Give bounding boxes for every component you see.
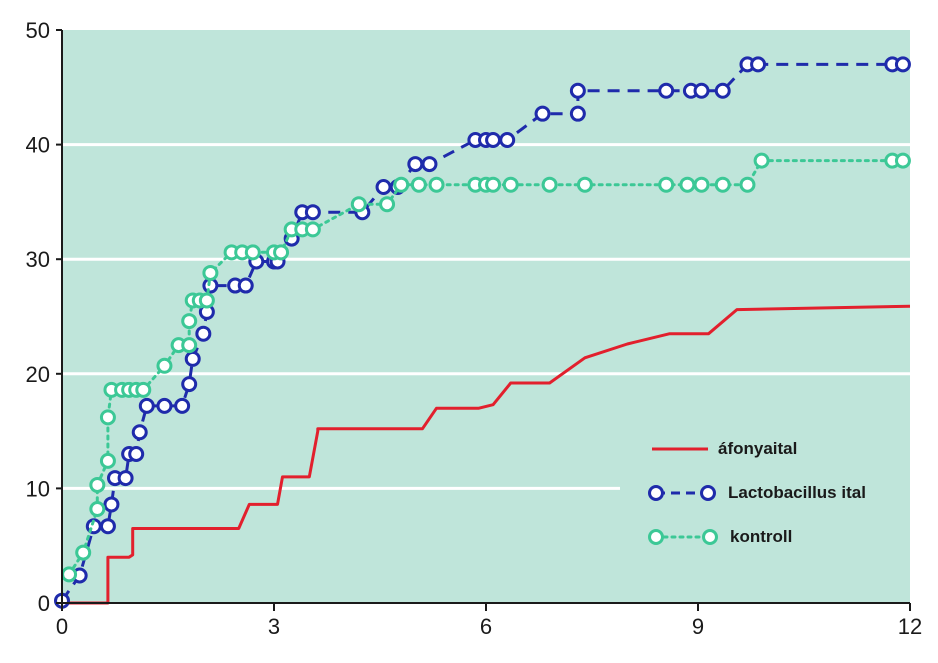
point-kontroll-2 xyxy=(89,501,106,518)
point-kontroll-18 xyxy=(202,264,219,281)
point-kontroll-10 xyxy=(135,381,152,398)
point-kontroll-11 xyxy=(156,357,173,374)
series-layer xyxy=(54,56,911,609)
x-tick-label-9: 9 xyxy=(692,614,704,639)
point-kontroll-29 xyxy=(393,176,410,193)
point-lactobacillus-40 xyxy=(693,82,710,99)
point-kontroll-35 xyxy=(502,176,519,193)
point-lactobacillus-29 xyxy=(407,156,424,173)
legend-marker-lactobacillus-a xyxy=(648,485,664,501)
point-kontroll-27 xyxy=(350,196,367,213)
point-kontroll-1 xyxy=(75,544,92,561)
x-tick-label-12: 12 xyxy=(898,614,922,639)
legend-label-lactobacillus: Lactobacillus ital xyxy=(728,483,866,502)
legend-background xyxy=(620,420,910,570)
y-tick-label-20: 20 xyxy=(26,362,50,387)
point-kontroll-0 xyxy=(61,566,78,583)
point-lactobacillus-30 xyxy=(421,156,438,173)
point-kontroll-42 xyxy=(739,176,756,193)
legend-label-afonyaital: áfonyaital xyxy=(718,439,797,458)
point-kontroll-39 xyxy=(679,176,696,193)
point-lactobacillus-11 xyxy=(156,397,173,414)
point-lactobacillus-34 xyxy=(499,132,516,149)
point-lactobacillus-9 xyxy=(131,424,148,441)
point-lactobacillus-13 xyxy=(181,376,198,393)
point-kontroll-26 xyxy=(304,221,321,238)
point-kontroll-3 xyxy=(89,476,106,493)
legend-marker-kontroll-b xyxy=(702,529,718,545)
point-lactobacillus-27 xyxy=(375,179,392,196)
point-lactobacillus-45 xyxy=(894,56,911,73)
point-kontroll-41 xyxy=(714,176,731,193)
point-lactobacillus-4 xyxy=(103,496,120,513)
point-kontroll-40 xyxy=(693,176,710,193)
point-lactobacillus-15 xyxy=(195,325,212,342)
x-tick-label-0: 0 xyxy=(56,614,68,639)
x-tick-label-6: 6 xyxy=(480,614,492,639)
point-lactobacillus-25 xyxy=(304,204,321,221)
point-kontroll-21 xyxy=(244,244,261,261)
point-lactobacillus-37 xyxy=(569,82,586,99)
y-tick-label-30: 30 xyxy=(26,247,50,272)
point-kontroll-36 xyxy=(541,176,558,193)
point-lactobacillus-19 xyxy=(237,277,254,294)
legend: áfonyaital Lactobacillus ital kontroll xyxy=(620,420,910,570)
point-lactobacillus-43 xyxy=(750,56,767,73)
point-kontroll-14 xyxy=(181,313,198,330)
y-tick-label-50: 50 xyxy=(26,18,50,43)
legend-label-kontroll: kontroll xyxy=(730,527,792,546)
legend-marker-kontroll-a xyxy=(648,529,664,545)
axes: 0 10 20 30 40 50 0 3 6 9 12 xyxy=(26,18,923,639)
point-lactobacillus-3 xyxy=(99,518,116,535)
point-lactobacillus-36 xyxy=(569,105,586,122)
y-tick-label-40: 40 xyxy=(26,133,50,158)
x-tick-label-3: 3 xyxy=(268,614,280,639)
point-kontroll-30 xyxy=(410,176,427,193)
legend-marker-lactobacillus-b xyxy=(700,485,716,501)
point-lactobacillus-12 xyxy=(174,397,191,414)
point-kontroll-13 xyxy=(181,337,198,354)
point-kontroll-23 xyxy=(273,244,290,261)
point-lactobacillus-14 xyxy=(184,350,201,367)
point-kontroll-38 xyxy=(658,176,675,193)
point-kontroll-28 xyxy=(379,196,396,213)
point-kontroll-45 xyxy=(894,152,911,169)
point-kontroll-31 xyxy=(428,176,445,193)
point-kontroll-17 xyxy=(198,292,215,309)
point-kontroll-34 xyxy=(485,176,502,193)
point-lactobacillus-6 xyxy=(117,470,134,487)
point-lactobacillus-41 xyxy=(714,82,731,99)
point-kontroll-4 xyxy=(99,452,116,469)
y-tick-label-0: 0 xyxy=(38,591,50,616)
point-lactobacillus-8 xyxy=(128,446,145,463)
point-lactobacillus-33 xyxy=(485,132,502,149)
point-kontroll-43 xyxy=(753,152,770,169)
series-line-afonyaital xyxy=(62,304,911,605)
y-tick-label-10: 10 xyxy=(26,476,50,501)
point-lactobacillus-38 xyxy=(658,82,675,99)
point-lactobacillus-35 xyxy=(534,105,551,122)
point-kontroll-37 xyxy=(576,176,593,193)
point-kontroll-5 xyxy=(99,409,116,426)
point-lactobacillus-10 xyxy=(138,397,155,414)
